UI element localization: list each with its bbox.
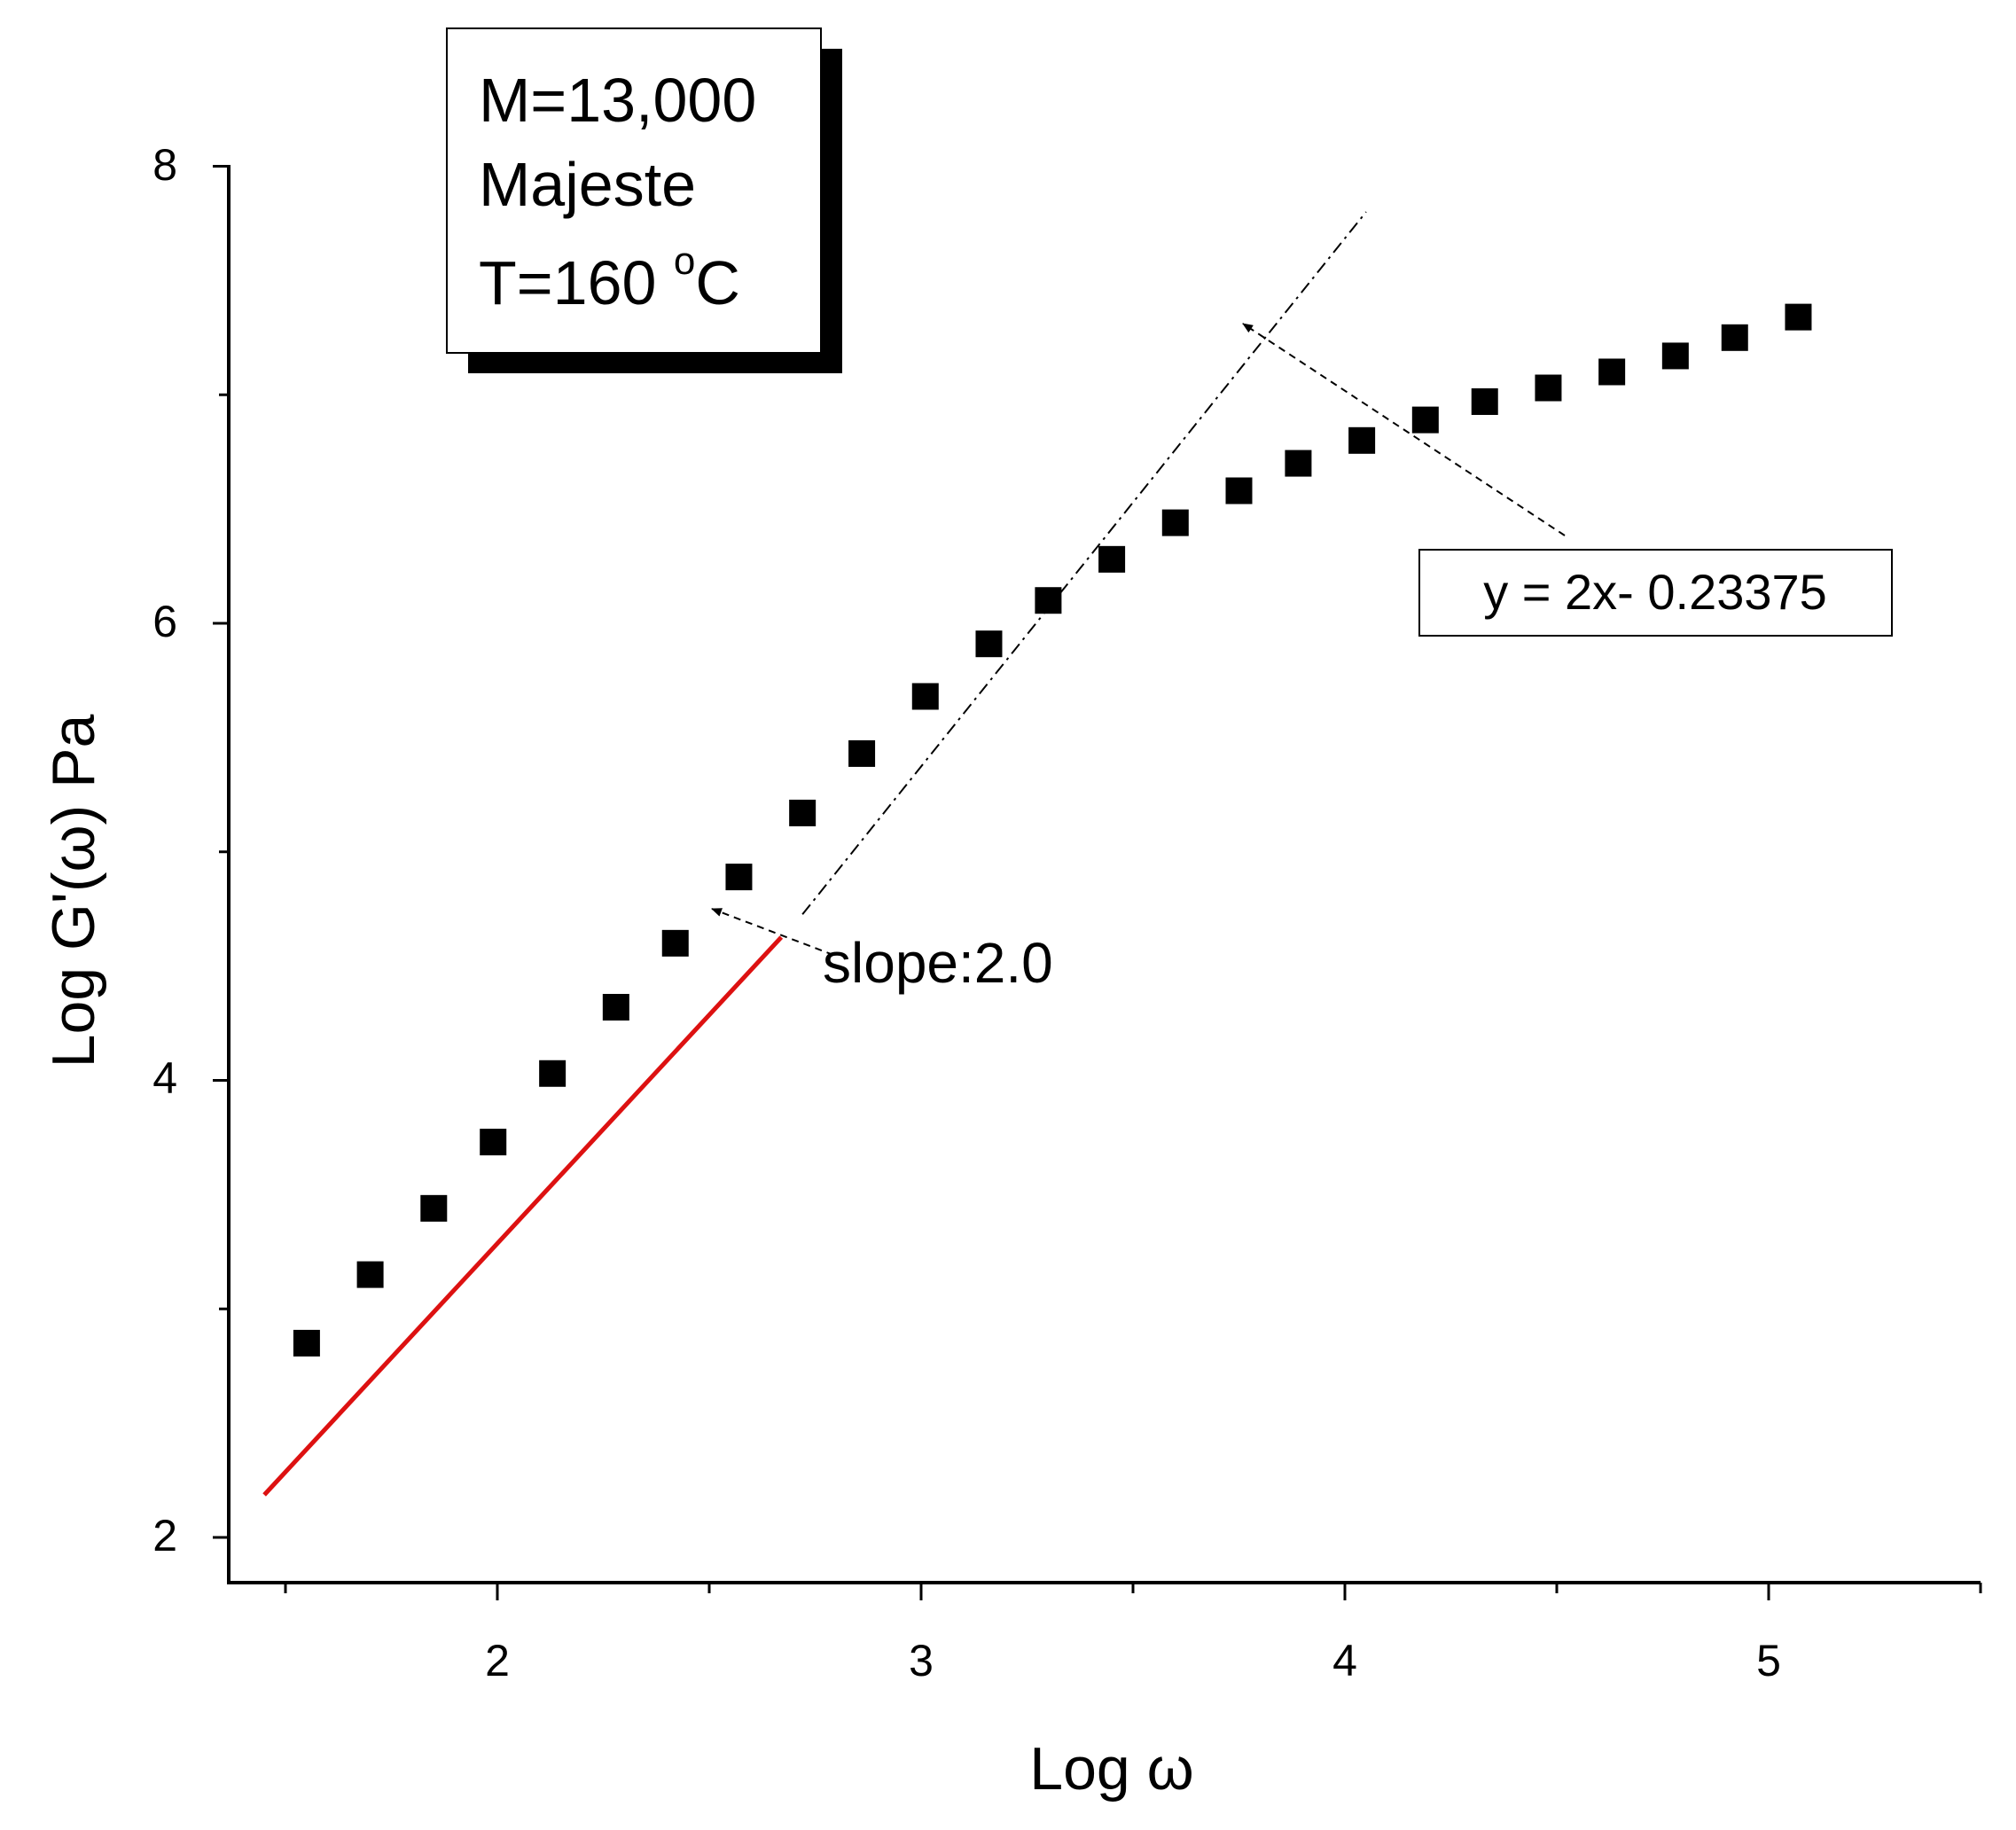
data-point	[293, 1329, 320, 1357]
data-point	[1348, 426, 1376, 454]
info-box-temp-prefix: T=160	[479, 248, 674, 317]
info-box-line2: Majeste	[479, 150, 696, 219]
y-axis-label: Log G'(ω) Pa	[40, 714, 107, 1068]
data-point	[1661, 342, 1689, 370]
extrapolation-line	[801, 211, 1367, 915]
data-point	[539, 1060, 567, 1087]
data-point	[1411, 406, 1439, 434]
x-tick-label-3: 3	[909, 1636, 934, 1685]
data-point	[725, 864, 753, 891]
equation-arrow	[1242, 323, 1566, 536]
data-point	[1721, 324, 1748, 351]
data-point	[789, 799, 817, 826]
info-box-degree: o	[674, 239, 695, 283]
data-point	[911, 683, 939, 710]
data-point	[602, 994, 629, 1021]
x-axis-ticks	[284, 1583, 1982, 1600]
equation-box	[1418, 549, 1893, 637]
y-axis-ticks	[213, 165, 229, 1539]
x-axis-label: Log ω	[1029, 1735, 1193, 1803]
data-point	[1471, 387, 1498, 415]
data-point	[356, 1261, 384, 1288]
data-point	[1598, 358, 1626, 386]
data-point	[661, 929, 689, 957]
x-tick-label-2: 2	[485, 1636, 510, 1685]
data-point	[1098, 545, 1126, 573]
fit-line	[262, 935, 784, 1497]
data-point	[1535, 374, 1562, 402]
info-box-line3: T=160 oC	[479, 239, 740, 317]
info-box-line1: M=13,000	[479, 66, 756, 135]
x-tick-label-5: 5	[1756, 1636, 1781, 1685]
data-point	[1035, 587, 1062, 614]
data-point	[1225, 477, 1253, 504]
slope-label: slope:2.0	[823, 931, 1053, 995]
y-tick-label-4: 4	[152, 1053, 177, 1103]
data-point	[420, 1194, 448, 1222]
data-point	[848, 739, 876, 767]
equation-label: y = 2x- 0.23375	[1483, 564, 1827, 620]
x-tick-label-4: 4	[1332, 1636, 1357, 1685]
data-point	[975, 630, 1003, 658]
y-tick-label-6: 6	[152, 597, 177, 646]
info-box	[446, 27, 822, 354]
slope-arrow	[711, 908, 834, 956]
data-point	[1161, 509, 1189, 536]
y-tick-label-2: 2	[152, 1511, 177, 1560]
data-point	[1285, 450, 1312, 477]
data-point	[480, 1129, 507, 1156]
data-point	[1785, 303, 1812, 331]
data-points	[293, 303, 1812, 1357]
y-tick-label-8: 8	[152, 140, 177, 190]
info-box-temp-unit: C	[695, 248, 740, 317]
